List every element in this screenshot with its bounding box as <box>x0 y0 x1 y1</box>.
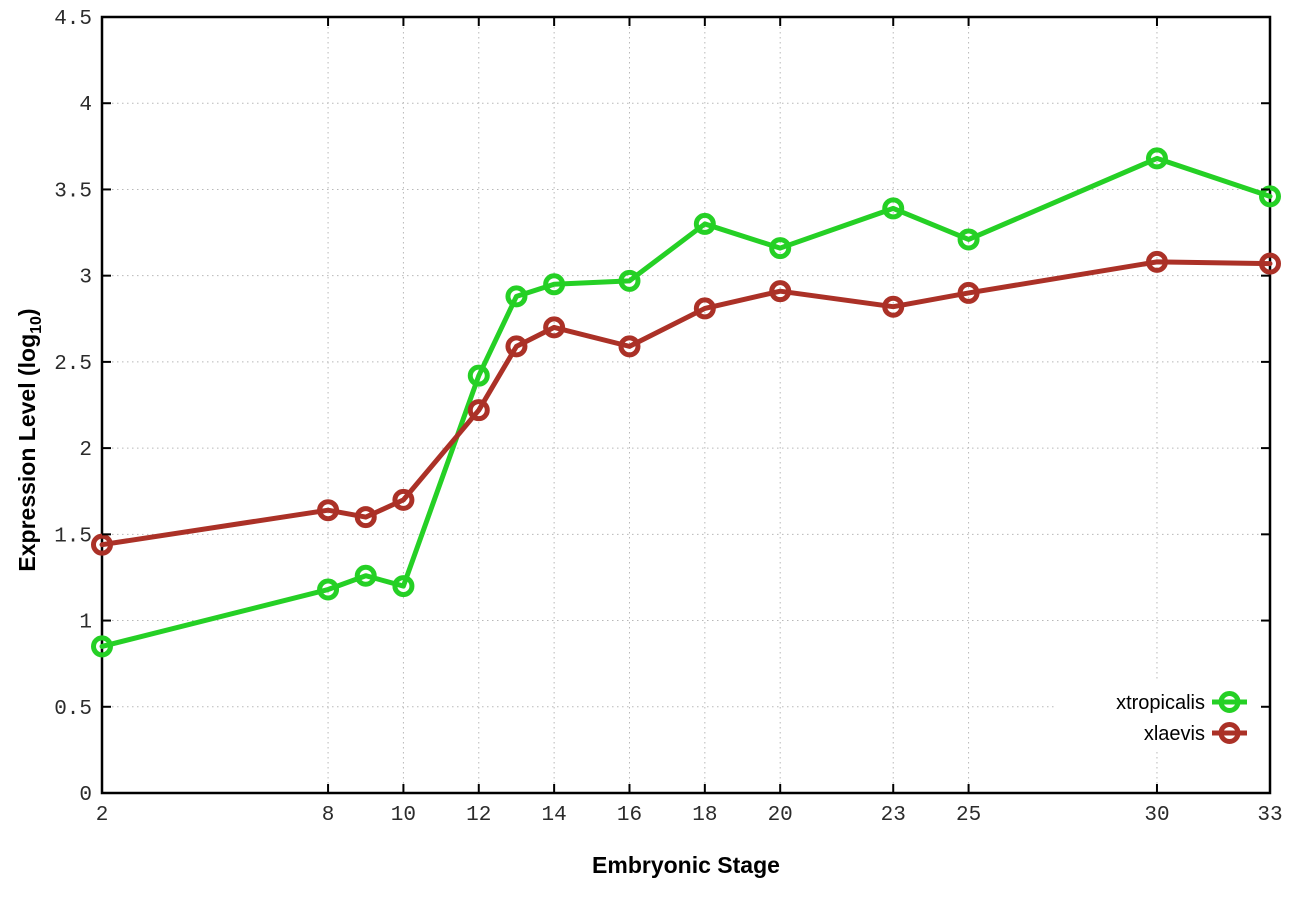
y-tick-label-4.5: 4.5 <box>54 8 92 31</box>
marker-xlaevis-stage-13 <box>505 335 528 358</box>
y-tick-label-4: 4 <box>79 94 92 117</box>
series-line-xtropicalis <box>99 155 1273 649</box>
x-tick-label-14: 14 <box>542 804 567 827</box>
x-tick-label-33: 33 <box>1257 804 1282 827</box>
marker-xlaevis-stage-9 <box>354 506 377 529</box>
marker-xtropicalis-stage-25 <box>957 228 980 251</box>
marker-xtropicalis-stage-16 <box>618 269 641 292</box>
y-axis-label-text: Expression Level (log <box>14 333 41 572</box>
marker-xtropicalis-stage-20 <box>769 237 792 260</box>
marker-xlaevis-stage-20 <box>769 280 792 303</box>
marker-xtropicalis-stage-30 <box>1145 147 1168 170</box>
marker-xlaevis-stage-16 <box>618 335 641 358</box>
y-tick-label-1: 1 <box>79 612 92 635</box>
marker-xlaevis-stage-25 <box>957 281 980 304</box>
marker-xtropicalis-stage-12 <box>467 364 490 387</box>
marker-xtropicalis-stage-13 <box>505 285 528 308</box>
marker-xlaevis-stage-18 <box>693 297 716 320</box>
marker-xtropicalis-stage-23 <box>882 197 905 220</box>
y-axis-label: Expression Level (log10) <box>14 308 46 571</box>
x-tick-label-2: 2 <box>96 804 109 827</box>
series-line-xlaevis <box>99 259 1273 548</box>
y-tick-label-3.5: 3.5 <box>54 180 92 203</box>
x-tick-label-30: 30 <box>1144 804 1169 827</box>
marker-xlaevis-stage-10 <box>392 488 415 511</box>
y-tick-label-0.5: 0.5 <box>54 698 92 721</box>
x-axis-label: Embryonic Stage <box>592 852 780 878</box>
marker-xtropicalis-stage-14 <box>543 273 566 296</box>
marker-xlaevis-stage-23 <box>882 295 905 318</box>
y-tick-label-1.5: 1.5 <box>54 525 92 548</box>
marker-xtropicalis-stage-33 <box>1259 185 1281 208</box>
x-tick-label-23: 23 <box>881 804 906 827</box>
marker-xtropicalis-stage-8 <box>317 578 340 601</box>
marker-xtropicalis-stage-18 <box>693 212 716 235</box>
legend-marker-xtropicalis <box>1218 691 1241 713</box>
marker-xlaevis-stage-14 <box>543 316 566 339</box>
x-tick-label-25: 25 <box>956 804 981 827</box>
legend-label-xtropicalis: xtropicalis <box>1116 692 1205 714</box>
marker-xtropicalis-stage-2 <box>91 635 113 658</box>
y-tick-label-2.5: 2.5 <box>54 353 92 376</box>
x-tick-label-20: 20 <box>768 804 793 827</box>
x-tick-label-10: 10 <box>391 804 416 827</box>
legend-label-xlaevis: xlaevis <box>1144 723 1205 745</box>
y-axis-label-subscript: 10 <box>27 316 45 334</box>
y-axis-label-suffix: ) <box>14 308 41 317</box>
x-tick-label-8: 8 <box>322 804 335 827</box>
marker-xlaevis-stage-33 <box>1259 252 1281 275</box>
plot-border <box>100 15 1272 795</box>
x-tick-label-18: 18 <box>692 804 717 827</box>
y-tick-label-3: 3 <box>79 267 92 290</box>
marker-xtropicalis-stage-10 <box>392 575 415 598</box>
legend-marker-xlaevis <box>1218 722 1241 744</box>
marker-xtropicalis-stage-9 <box>354 564 377 587</box>
x-tick-label-12: 12 <box>466 804 491 827</box>
marker-xlaevis-stage-30 <box>1145 250 1168 273</box>
y-tick-label-0: 0 <box>79 784 92 807</box>
x-tick-label-16: 16 <box>617 804 642 827</box>
y-tick-label-2: 2 <box>79 439 92 462</box>
marker-xlaevis-stage-2 <box>91 533 113 556</box>
marker-xlaevis-stage-8 <box>317 499 340 522</box>
marker-xlaevis-stage-12 <box>467 399 490 422</box>
